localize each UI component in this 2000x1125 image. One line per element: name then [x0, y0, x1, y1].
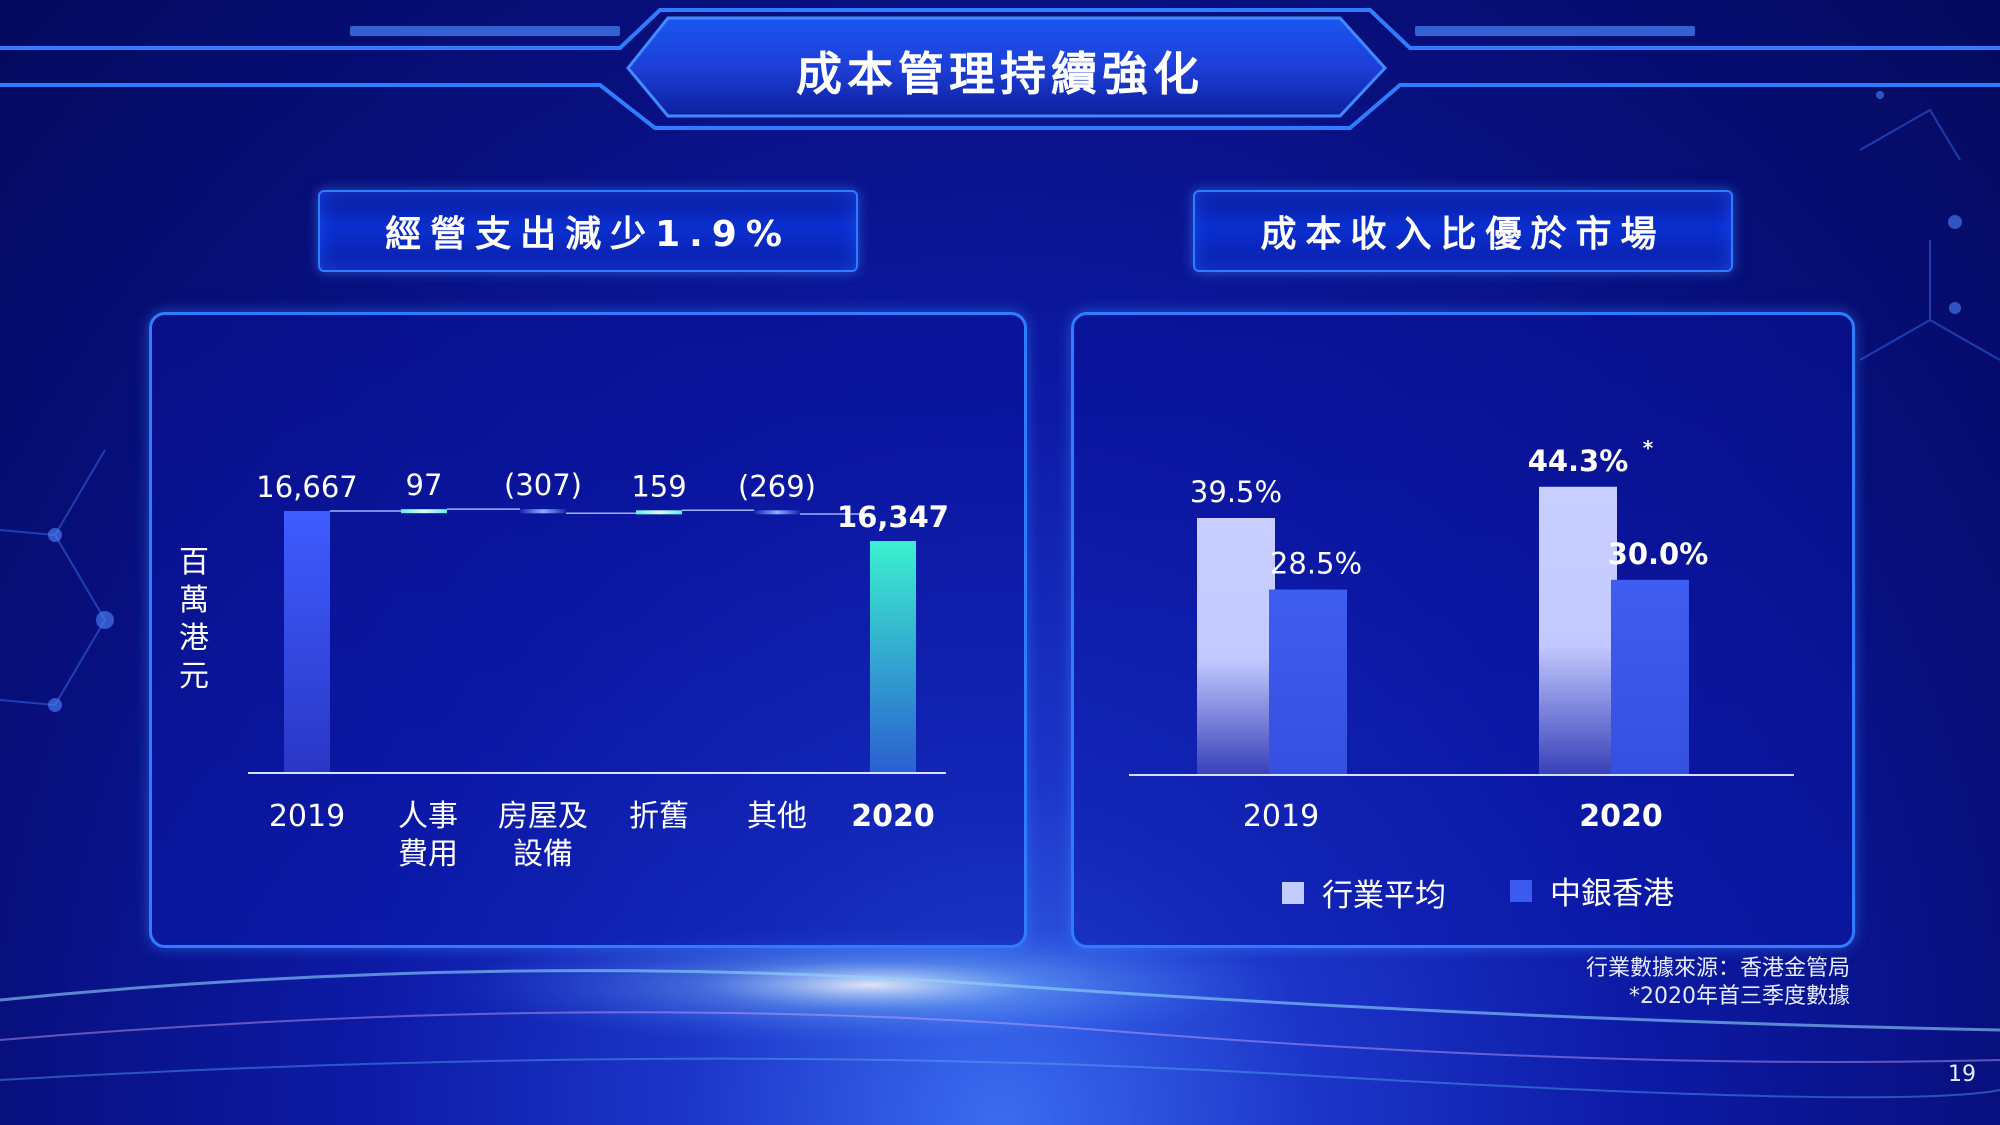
waterfall-bar-4: [754, 510, 800, 515]
waterfall-category-label-2: 設備: [513, 837, 573, 872]
waterfall-bar-0: [284, 511, 330, 773]
waterfall-category-label-1: 費用: [398, 837, 458, 872]
ratio-data-label-industry-2019: 39.5%: [1190, 475, 1282, 509]
waterfall-category-label-5: 2020: [851, 799, 935, 834]
waterfall-data-label-0: 16,667: [256, 470, 357, 504]
y-axis-unit-char: 元: [179, 659, 209, 694]
waterfall-bar-5: [870, 541, 916, 773]
title-banner: [0, 8, 2000, 130]
waterfall-category-label-3: 折舊: [629, 799, 689, 834]
legend-label-bank: 中銀香港: [1550, 876, 1674, 912]
y-axis-unit-text: 百萬港元: [176, 544, 212, 696]
waterfall-category-label-2: 房屋及: [498, 799, 588, 834]
waterfall-bar-3: [636, 510, 682, 515]
waterfall-data-label-2: (307): [504, 468, 582, 502]
left-subtitle: 經營支出減少1.9%: [318, 190, 858, 272]
ratio-bar-industry-2019: [1197, 518, 1275, 775]
footnote: *2020年首三季度數據: [1629, 984, 1850, 1009]
waterfall-data-label-4: (269): [738, 469, 816, 503]
y-axis-unit-char: 港: [179, 621, 209, 656]
legend-item-industry: 行業平均: [1282, 870, 1446, 915]
legend-label-industry: 行業平均: [1322, 878, 1446, 914]
page-number: 19: [1948, 1062, 1976, 1087]
page-title: 成本管理持續強化: [796, 47, 1204, 101]
waterfall-data-label-3: 159: [631, 469, 686, 503]
waterfall-category-label-0: 2019: [269, 799, 345, 834]
ratio-footnote-mark: *: [1643, 436, 1654, 460]
waterfall-data-label-5: 16,347: [837, 500, 949, 534]
waterfall-data-label-1: 97: [406, 468, 443, 502]
ratio-bar-bank-2020: [1611, 579, 1689, 775]
legend-item-bank: 中銀香港: [1510, 868, 1674, 913]
source-note: 行業數據來源：香港金管局: [1585, 956, 1850, 981]
legend-swatch-industry: [1282, 881, 1304, 904]
y-axis-unit-char: 百: [179, 545, 209, 580]
right-subtitle: 成本收入比優於市場: [1193, 190, 1733, 272]
y-axis-unit-char: 萬: [179, 583, 209, 618]
waterfall-bar-1: [401, 509, 447, 514]
y-axis-unit-label: 百萬港元: [176, 544, 212, 696]
legend-swatch-bank: [1510, 879, 1532, 902]
waterfall-category-label-1: 人事: [398, 799, 458, 834]
ratio-bar-bank-2019: [1269, 589, 1347, 775]
ratio-category-label-2020: 2020: [1579, 799, 1663, 834]
ratio-data-label-bank-2019: 28.5%: [1270, 547, 1362, 581]
waterfall-category-label-4: 其他: [747, 799, 807, 834]
ratio-data-label-bank-2020: 30.0%: [1608, 537, 1709, 571]
ratio-bar-industry-2020: [1539, 486, 1617, 775]
ratio-category-label-2019: 2019: [1243, 799, 1319, 834]
ratio-data-label-industry-2020: 44.3%: [1528, 444, 1629, 478]
waterfall-bar-2: [520, 509, 566, 514]
